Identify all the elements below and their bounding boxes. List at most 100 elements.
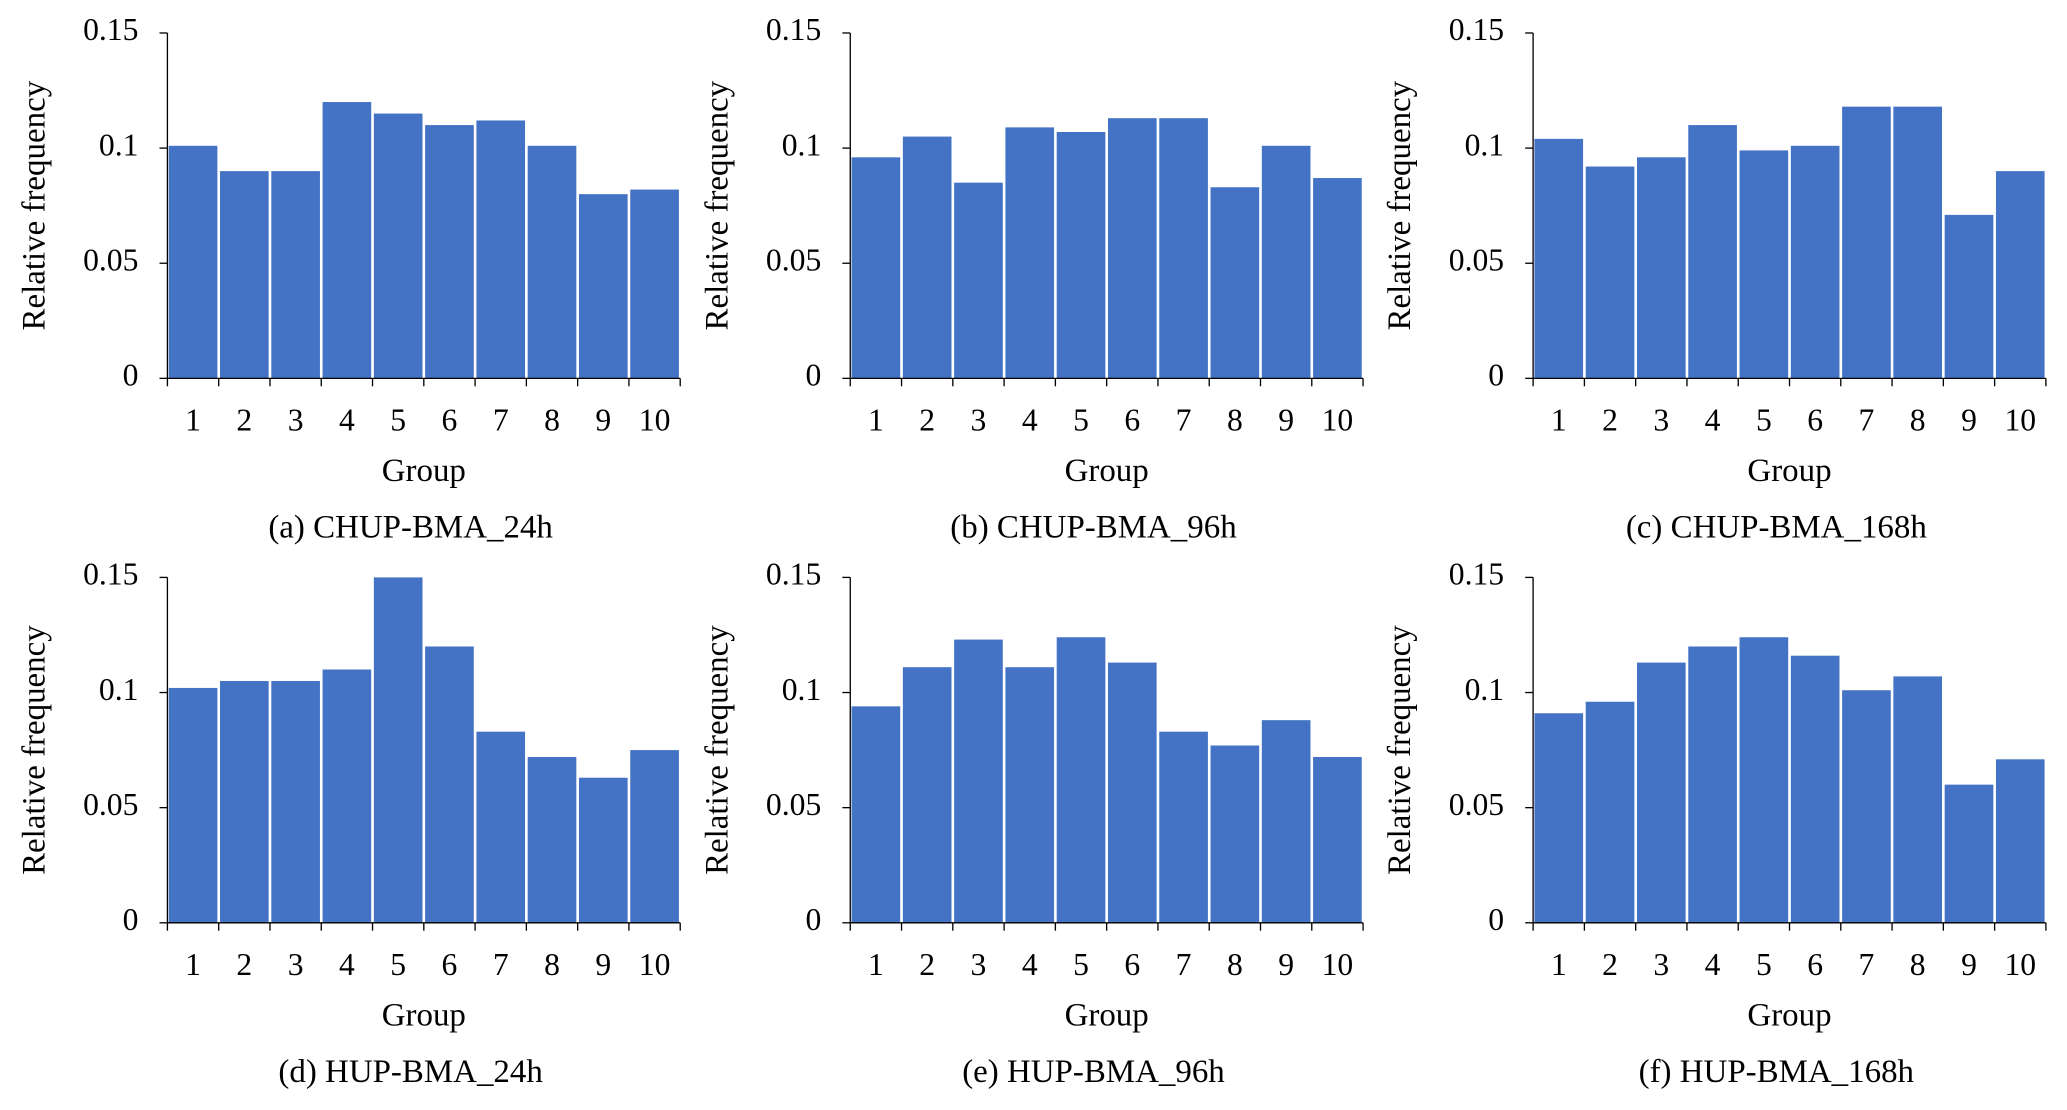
x-tick-label: 10 — [2004, 947, 2036, 982]
x-tick-label: 8 — [1910, 402, 1926, 437]
bar — [1995, 171, 2045, 379]
bar — [373, 113, 423, 379]
bar — [1107, 662, 1157, 923]
bar — [954, 182, 1003, 379]
x-tick-label: 1 — [868, 402, 884, 437]
x-tick-label: 3 — [971, 402, 987, 437]
bar — [373, 577, 423, 923]
x-tick-label: 6 — [1124, 947, 1140, 982]
x-tick-label: 5 — [390, 947, 406, 982]
x-tick-label: 1 — [1551, 947, 1567, 982]
bar — [1534, 138, 1584, 379]
bar — [1005, 127, 1055, 379]
bar — [1636, 662, 1686, 923]
bar — [425, 646, 474, 923]
bar — [1210, 187, 1260, 379]
x-tick-label: 7 — [493, 947, 509, 982]
bar — [1005, 667, 1055, 923]
x-tick-label: 5 — [1756, 402, 1772, 437]
bar — [1159, 731, 1208, 923]
x-tick-label: 9 — [1278, 947, 1294, 982]
x-tick-label: 8 — [544, 402, 560, 437]
bar — [902, 136, 952, 379]
y-tick-label: 0.05 — [1449, 242, 1504, 277]
y-tick-label: 0 — [1488, 902, 1504, 937]
bar — [851, 706, 901, 923]
x-axis-label: Group — [1065, 997, 1149, 1033]
x-tick-label: 9 — [1961, 402, 1977, 437]
x-tick-label: 8 — [544, 947, 560, 982]
y-tick-label: 0.1 — [99, 127, 139, 162]
y-axis-label: Relative frequency — [1382, 625, 1418, 875]
panel-caption: (d) HUP-BMA_24h — [278, 1054, 543, 1090]
bar — [1790, 145, 1840, 379]
bar — [1056, 637, 1106, 923]
bar — [1790, 655, 1840, 923]
bar — [1313, 757, 1362, 923]
y-tick-label: 0.05 — [83, 787, 138, 822]
x-tick-label: 3 — [288, 402, 304, 437]
x-tick-label: 2 — [236, 947, 252, 982]
x-axis-label: Group — [1747, 453, 1831, 489]
y-tick-label: 0.05 — [766, 787, 821, 822]
y-tick-label: 0.15 — [83, 12, 138, 47]
x-tick-label: 5 — [1756, 947, 1772, 982]
x-tick-label: 4 — [1705, 402, 1721, 437]
bar — [425, 125, 474, 379]
bar — [1995, 759, 2045, 923]
bar — [1210, 745, 1260, 923]
x-axis-label: Group — [1065, 453, 1149, 489]
panel-caption: (f) HUP-BMA_168h — [1639, 1054, 1915, 1090]
panel-caption: (b) CHUP-BMA_96h — [950, 510, 1237, 546]
panel-caption: (c) CHUP-BMA_168h — [1626, 510, 1928, 546]
y-tick-label: 0 — [805, 902, 821, 937]
bar — [271, 171, 320, 379]
y-tick-label: 0.1 — [99, 672, 139, 707]
x-axis-label: Group — [1747, 997, 1831, 1033]
bar — [220, 171, 269, 379]
y-tick-label: 0.15 — [766, 12, 821, 47]
x-tick-label: 1 — [1551, 402, 1567, 437]
bar — [1534, 713, 1584, 923]
x-tick-label: 4 — [1705, 947, 1721, 982]
y-axis-label: Relative frequency — [699, 80, 735, 330]
bar — [476, 120, 526, 379]
bar — [1585, 166, 1635, 379]
x-tick-label: 4 — [339, 402, 355, 437]
x-tick-label: 7 — [1176, 947, 1192, 982]
bar — [1688, 646, 1737, 923]
y-tick-label: 0.05 — [83, 242, 138, 277]
x-tick-label: 7 — [1859, 947, 1875, 982]
bar — [630, 189, 679, 379]
bar — [1842, 106, 1891, 379]
bar — [1313, 178, 1362, 379]
x-tick-label: 10 — [1322, 402, 1354, 437]
y-tick-label: 0.05 — [1449, 787, 1504, 822]
y-axis-label: Relative frequency — [1382, 80, 1418, 330]
bar — [1688, 125, 1737, 379]
y-tick-label: 0.1 — [1465, 672, 1505, 707]
x-tick-label: 5 — [1073, 402, 1089, 437]
x-tick-label: 3 — [1653, 947, 1669, 982]
x-tick-label: 3 — [1653, 402, 1669, 437]
x-tick-label: 3 — [971, 947, 987, 982]
y-tick-label: 0.1 — [1465, 127, 1505, 162]
x-tick-label: 2 — [1602, 947, 1618, 982]
panel-caption: (a) CHUP-BMA_24h — [268, 510, 553, 546]
bar — [1261, 145, 1311, 379]
x-tick-label: 2 — [236, 402, 252, 437]
x-tick-label: 2 — [919, 402, 935, 437]
bar — [527, 145, 577, 379]
x-tick-label: 6 — [442, 402, 458, 437]
bar — [322, 669, 372, 923]
bar — [1636, 157, 1686, 379]
bar — [902, 667, 952, 923]
y-axis-label: Relative frequency — [699, 625, 735, 875]
bar — [630, 750, 679, 923]
x-tick-label: 2 — [1602, 402, 1618, 437]
x-tick-label: 6 — [442, 947, 458, 982]
bar — [1159, 118, 1208, 379]
x-tick-label: 2 — [919, 947, 935, 982]
bar — [527, 757, 577, 923]
y-tick-label: 0 — [123, 358, 139, 393]
